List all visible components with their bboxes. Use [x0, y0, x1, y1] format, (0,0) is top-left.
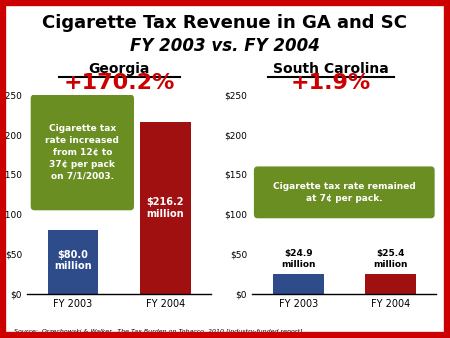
- Text: Cigarette Tax Revenue in GA and SC: Cigarette Tax Revenue in GA and SC: [42, 14, 408, 31]
- Text: Cigarette tax rate remained
at 7¢ per pack.: Cigarette tax rate remained at 7¢ per pa…: [273, 182, 416, 203]
- Text: +1.9%: +1.9%: [291, 73, 371, 93]
- Text: South Carolina: South Carolina: [273, 62, 389, 76]
- Text: FY 2003 vs. FY 2004: FY 2003 vs. FY 2004: [130, 37, 320, 55]
- Bar: [48, 230, 99, 294]
- Bar: [365, 274, 416, 294]
- Text: $80.0
million: $80.0 million: [54, 250, 92, 271]
- Text: $24.9
million: $24.9 million: [281, 249, 315, 268]
- Text: Georgia: Georgia: [89, 62, 150, 76]
- Text: Cigarette tax
rate increased
from 12¢ to
37¢ per pack
on 7/1/2003.: Cigarette tax rate increased from 12¢ to…: [45, 124, 119, 180]
- Text: Source:  Orzechowski & Walker,  The Tax Burden on Tobacco, 2010 [industry-funded: Source: Orzechowski & Walker, The Tax Bu…: [14, 329, 302, 334]
- Bar: [273, 274, 324, 294]
- Text: +170.2%: +170.2%: [63, 73, 175, 93]
- FancyBboxPatch shape: [31, 95, 134, 210]
- Text: $25.4
million: $25.4 million: [373, 249, 408, 268]
- Text: $216.2
million: $216.2 million: [147, 197, 184, 219]
- FancyBboxPatch shape: [254, 166, 435, 218]
- Bar: [140, 122, 191, 294]
